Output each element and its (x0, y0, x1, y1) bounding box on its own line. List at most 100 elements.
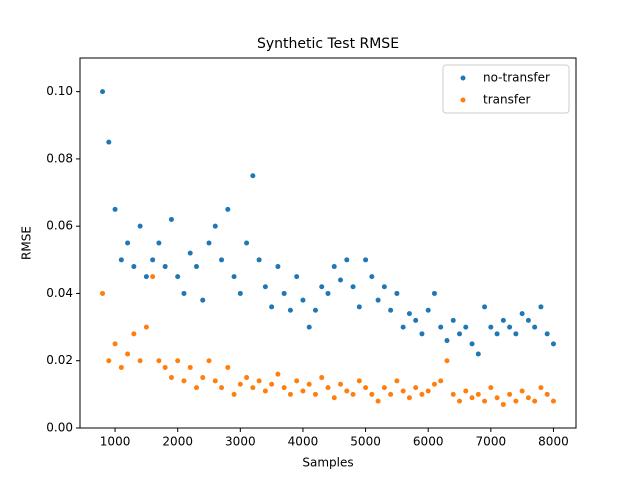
point (482, 304, 488, 310)
point (550, 341, 556, 347)
point (500, 317, 506, 323)
point (319, 284, 325, 290)
point (400, 388, 406, 394)
point (519, 388, 525, 394)
point (168, 216, 174, 222)
x-axis-label: Samples (302, 456, 353, 470)
point (237, 381, 243, 387)
point (137, 358, 143, 364)
point (137, 223, 143, 229)
point (444, 358, 450, 364)
point (200, 375, 206, 381)
point (219, 257, 225, 263)
point (312, 391, 318, 397)
point (419, 331, 425, 337)
point (425, 388, 431, 394)
point (325, 385, 331, 391)
point (175, 358, 181, 364)
point (275, 371, 281, 377)
point (325, 290, 331, 296)
point (193, 385, 199, 391)
point (262, 388, 268, 394)
point (125, 240, 131, 246)
point (338, 277, 344, 283)
point (544, 331, 550, 337)
point (475, 391, 481, 397)
point (525, 395, 531, 401)
point (488, 324, 494, 330)
point (450, 317, 456, 323)
point (350, 391, 356, 397)
point (494, 395, 500, 401)
point (118, 257, 124, 263)
point (507, 391, 513, 397)
point (112, 206, 118, 212)
y-tick-label: 0.08 (46, 151, 73, 165)
point (250, 173, 256, 179)
point (331, 395, 337, 401)
point (544, 391, 550, 397)
y-tick-label: 0.04 (46, 286, 73, 300)
point (525, 317, 531, 323)
point (375, 297, 381, 303)
point (206, 358, 212, 364)
point (513, 331, 519, 337)
y-tick-label: 0.00 (46, 421, 73, 435)
y-axis-label: RMSE (20, 226, 34, 260)
legend-marker (460, 97, 466, 103)
point (406, 311, 412, 317)
point (438, 378, 444, 384)
point (275, 264, 281, 270)
chart-title: Synthetic Test RMSE (257, 36, 399, 52)
point (344, 388, 350, 394)
point (463, 324, 469, 330)
point (400, 324, 406, 330)
x-tick-label: 8000 (538, 435, 569, 449)
point (331, 264, 337, 270)
point (388, 391, 394, 397)
point (388, 307, 394, 313)
point (106, 139, 112, 145)
point (162, 264, 168, 270)
point (375, 398, 381, 404)
point (143, 324, 149, 330)
point (225, 206, 231, 212)
legend-box (442, 64, 570, 114)
point (363, 385, 369, 391)
point (231, 391, 237, 397)
point (112, 341, 118, 347)
point (262, 284, 268, 290)
point (256, 378, 262, 384)
point (175, 274, 181, 280)
point (344, 257, 350, 263)
point (457, 398, 463, 404)
point (269, 381, 275, 387)
point (381, 385, 387, 391)
legend-label: transfer (483, 93, 530, 107)
point (363, 257, 369, 263)
point (463, 388, 469, 394)
point (507, 324, 513, 330)
point (413, 385, 419, 391)
y-tick-label: 0.10 (46, 84, 73, 98)
point (250, 385, 256, 391)
point (450, 391, 456, 397)
legend-marker (460, 75, 466, 81)
point (225, 364, 231, 370)
x-tick-label: 5000 (350, 435, 381, 449)
point (244, 375, 250, 381)
point (244, 240, 250, 246)
point (369, 274, 375, 280)
point (381, 284, 387, 290)
point (168, 375, 174, 381)
y-tick-label: 0.02 (46, 353, 73, 367)
point (550, 398, 556, 404)
point (356, 378, 362, 384)
point (100, 290, 106, 296)
point (131, 331, 137, 337)
point (106, 358, 112, 364)
point (269, 304, 275, 310)
x-tick-label: 2000 (162, 435, 193, 449)
point (425, 307, 431, 313)
